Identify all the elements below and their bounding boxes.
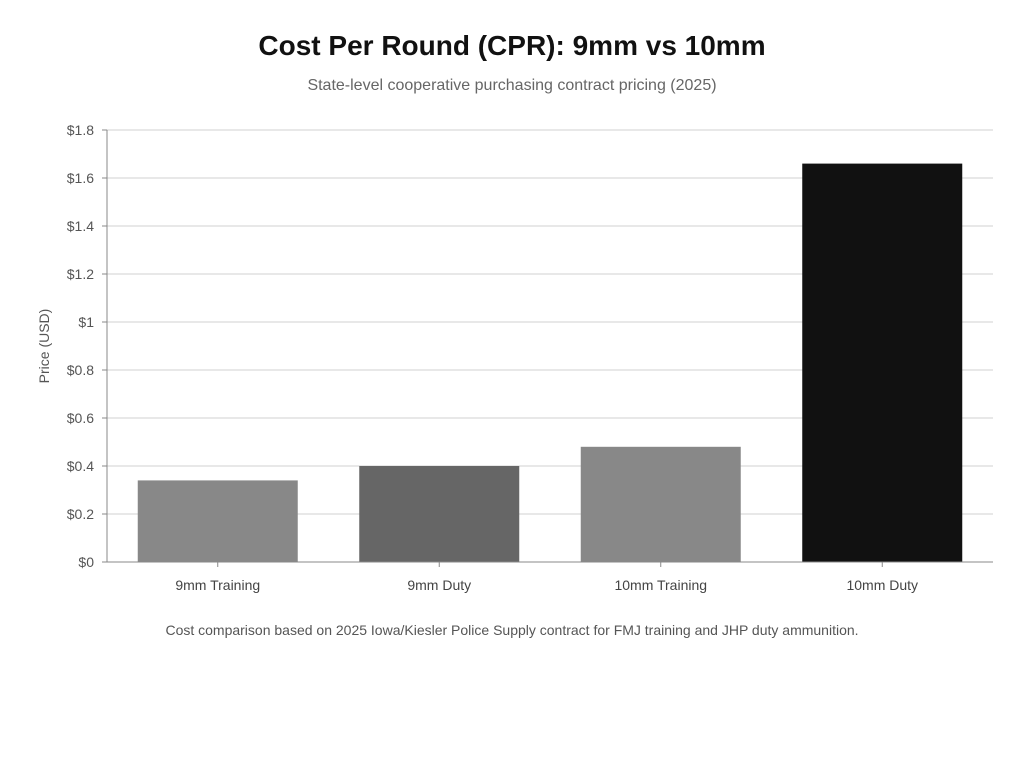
- y-tick-label: $1.8: [67, 122, 94, 138]
- bar: [359, 466, 520, 562]
- bar: [802, 163, 963, 562]
- bar: [137, 480, 298, 562]
- y-tick-label: $0.6: [67, 410, 94, 426]
- x-tick-label: 9mm Training: [175, 577, 260, 593]
- x-tick-label: 9mm Duty: [407, 577, 471, 593]
- chart-title: Cost Per Round (CPR): 9mm vs 10mm: [258, 30, 766, 61]
- y-tick-label: $0.2: [67, 506, 94, 522]
- y-tick-label: $1: [78, 314, 94, 330]
- y-tick-label: $0: [78, 554, 94, 570]
- bar: [580, 446, 741, 562]
- chart-footnote: Cost comparison based on 2025 Iowa/Kiesl…: [165, 622, 859, 638]
- y-tick-label: $0.4: [67, 458, 94, 474]
- x-tick-label: 10mm Duty: [846, 577, 918, 593]
- y-tick-label: $1.6: [67, 170, 94, 186]
- y-tick-label: $1.4: [67, 218, 94, 234]
- chart-subtitle: State-level cooperative purchasing contr…: [307, 77, 717, 94]
- y-axis-label: Price (USD): [36, 309, 52, 384]
- y-tick-label: $0.8: [67, 362, 94, 378]
- x-tick-label: 10mm Training: [614, 577, 707, 593]
- y-tick-label: $1.2: [67, 266, 94, 282]
